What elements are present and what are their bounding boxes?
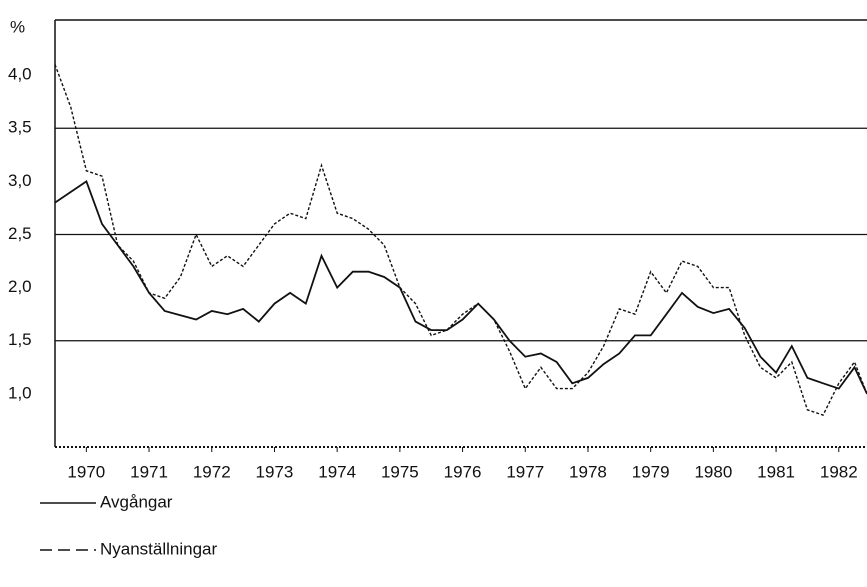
legend-label: Nyanställningar <box>100 539 218 558</box>
x-tick-label: 1976 <box>444 462 482 481</box>
series-line <box>54 64 867 416</box>
x-tick-label: 1974 <box>318 462 356 481</box>
series-line <box>54 180 867 395</box>
y-tick-label: 4,0 <box>8 65 32 84</box>
x-tick-label: 1981 <box>757 462 795 481</box>
y-tick-label: 2,0 <box>8 277 32 296</box>
x-tick-label: 1980 <box>694 462 732 481</box>
y-tick-label: 1,5 <box>8 330 32 349</box>
legend-label: Avgångar <box>100 492 173 511</box>
x-tick-label: 1970 <box>67 462 105 481</box>
x-tick-label: 1973 <box>256 462 294 481</box>
y-tick-label: 2,5 <box>8 224 32 243</box>
x-tick-label: 1975 <box>381 462 419 481</box>
y-tick-label: 1,0 <box>8 383 32 402</box>
y-tick-label: 3,0 <box>8 171 32 190</box>
x-tick-label: 1982 <box>820 462 858 481</box>
x-tick-label: 1972 <box>193 462 231 481</box>
y-axis-label: % <box>10 17 25 36</box>
x-tick-label: 1971 <box>130 462 168 481</box>
x-tick-label: 1979 <box>632 462 670 481</box>
y-tick-label: 3,5 <box>8 118 32 137</box>
x-tick-label: 1978 <box>569 462 607 481</box>
x-tick-label: 1977 <box>506 462 544 481</box>
